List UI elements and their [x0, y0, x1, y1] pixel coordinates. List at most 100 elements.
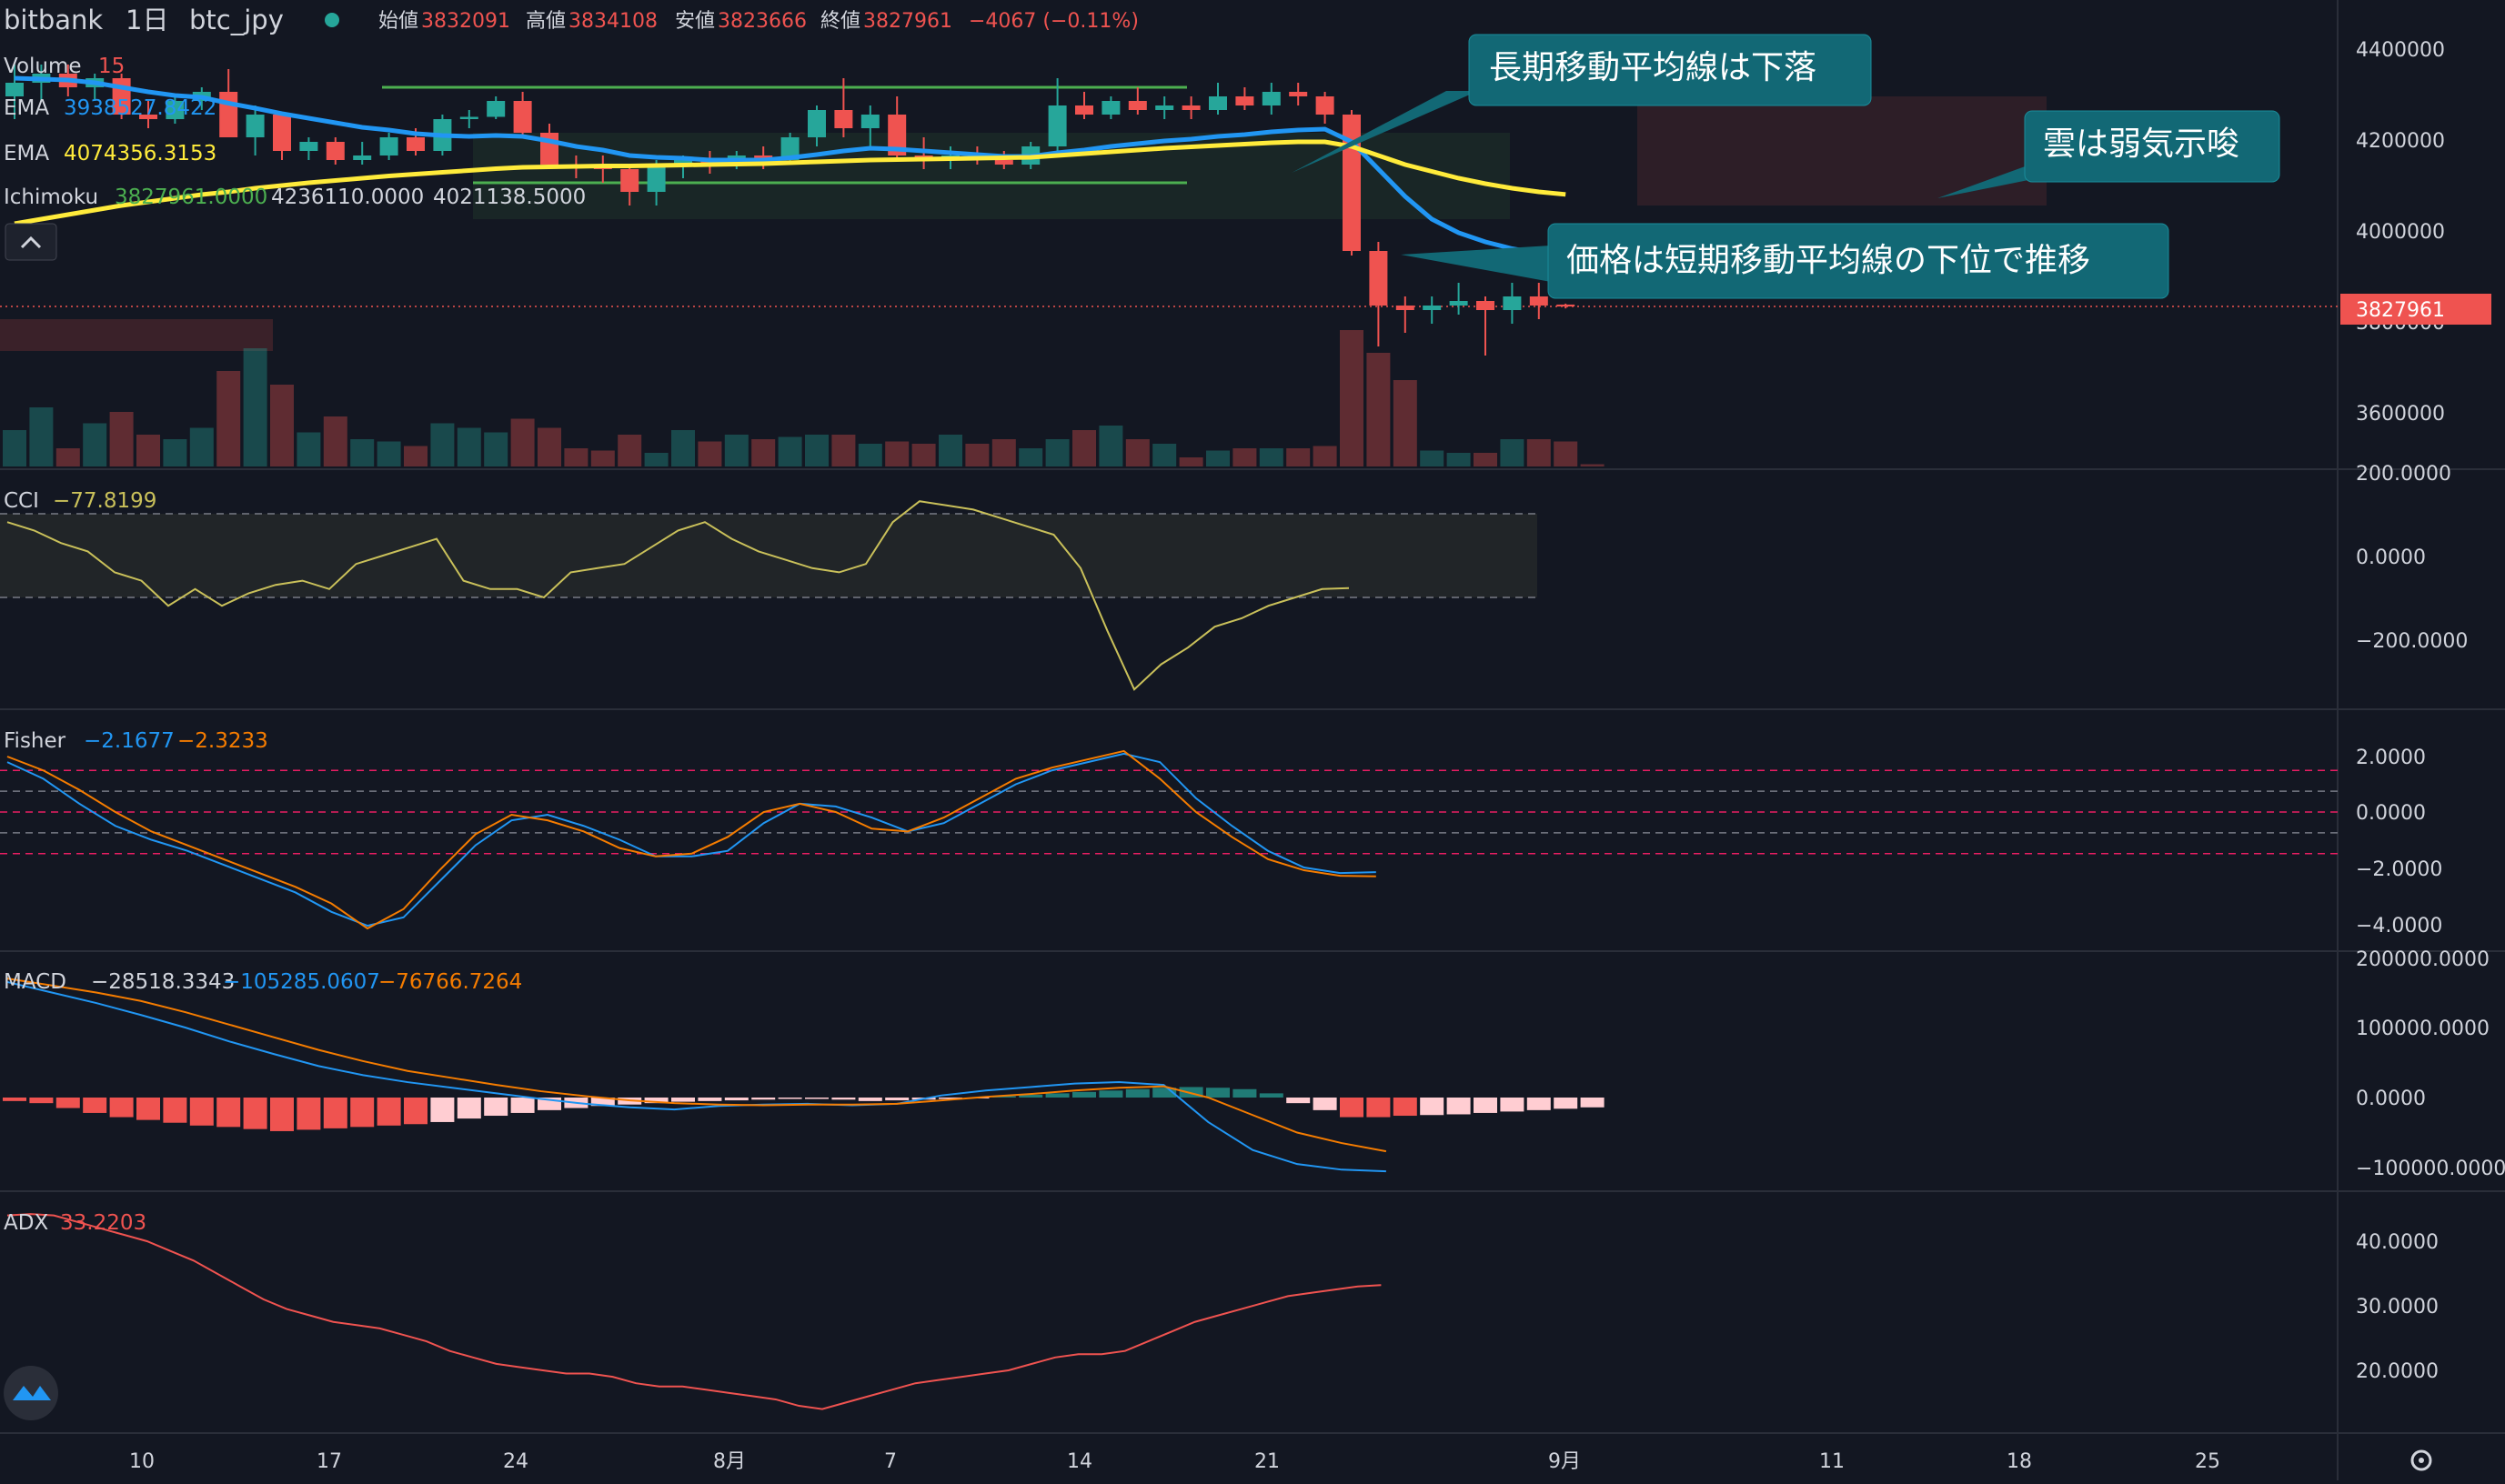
time-tick: 11: [1819, 1450, 1845, 1473]
callout-cloud: 雲は弱気示唆: [1937, 110, 2280, 198]
candle-body: [1449, 301, 1468, 306]
open-label: 始値: [378, 10, 418, 33]
adx-axis[interactable]: 40.0000 30.0000 20.0000: [2356, 1231, 2439, 1383]
candle-body: [407, 137, 425, 151]
candle-body: [540, 133, 558, 165]
macd-histogram-bar: [1206, 1088, 1230, 1098]
macd-legend-value-1: −28518.3343: [91, 970, 235, 994]
collapse-legend-button[interactable]: [5, 223, 57, 261]
volume-bar: [1259, 448, 1283, 466]
ichimoku-legend-label[interactable]: Ichimoku: [4, 186, 98, 209]
candle-body: [1343, 115, 1361, 251]
macd-legend-label[interactable]: MACD: [4, 970, 66, 994]
candle-body: [674, 160, 692, 165]
adx-legend-label[interactable]: ADX: [4, 1211, 48, 1235]
candle-body: [459, 116, 478, 119]
candle-body: [620, 169, 639, 192]
ichimoku-legend-value-2: 4236110.0000: [271, 186, 424, 209]
price-tick: 3600000: [2356, 403, 2445, 426]
ema-short-legend-label[interactable]: EMA: [4, 96, 49, 120]
cci-tick: 200.0000: [2356, 463, 2451, 486]
macd-tick: 200000.0000: [2356, 948, 2490, 971]
fisher-line: [6, 752, 1376, 928]
macd-histogram-bar: [1420, 1098, 1444, 1116]
cci-axis[interactable]: 200.0000 0.0000 −200.0000: [2356, 463, 2468, 653]
volume-bar: [1526, 439, 1551, 466]
macd-axis[interactable]: 200000.0000 100000.0000 0.0000 −100000.0…: [2356, 948, 2505, 1180]
candle-body: [1315, 96, 1334, 115]
volume-bar: [671, 430, 695, 466]
low-value: 3823666: [718, 10, 807, 33]
cci-tick: −200.0000: [2356, 630, 2468, 653]
volume-bar: [538, 427, 561, 466]
close-value: 3827961: [863, 10, 952, 33]
candle-body: [1048, 105, 1067, 146]
macd-histogram-bar: [1366, 1098, 1391, 1118]
timeframe[interactable]: 1日: [126, 5, 168, 35]
candle-body: [780, 137, 800, 160]
volume-bar: [564, 448, 589, 466]
volume-bar: [29, 407, 54, 466]
macd-histogram-bar: [805, 1098, 829, 1099]
fisher-tick: −4.0000: [2356, 915, 2442, 938]
macd-histogram-bar: [510, 1098, 535, 1113]
macd-line: [6, 980, 1386, 1173]
candle-body: [860, 115, 880, 128]
volume-bar: [751, 439, 776, 466]
volume-bar: [724, 435, 749, 466]
callout-long-ma-text: 長期移動平均線は下落: [1489, 49, 1816, 86]
volume-bar: [136, 435, 160, 466]
candle-body: [1128, 101, 1147, 110]
candle-body: [1262, 92, 1281, 105]
ema-long-legend-label[interactable]: EMA: [4, 142, 49, 165]
macd-histogram-bar: [991, 1096, 1016, 1098]
volume-bar: [1554, 441, 1578, 466]
macd-histogram-bar: [1152, 1088, 1177, 1098]
cci-legend-value: −77.8199: [53, 489, 156, 513]
volume-bar: [1580, 464, 1605, 466]
fisher-legend-label[interactable]: Fisher: [4, 729, 66, 753]
macd-tick: −100000.0000: [2356, 1158, 2505, 1180]
volume-bar: [1420, 450, 1444, 466]
price-axis[interactable]: 4400000 4200000 4000000 3800000 3600000 …: [2340, 39, 2491, 426]
volume-bar: [618, 435, 642, 466]
fisher-tick: 0.0000: [2356, 802, 2426, 825]
macd-histogram-bar: [1500, 1098, 1524, 1112]
ichimoku-legend-value-1: 3827961.0000: [115, 186, 267, 209]
volume-bar: [216, 371, 241, 466]
candle-body: [1182, 105, 1201, 110]
cci-legend-label[interactable]: CCI: [4, 489, 39, 513]
macd-histogram-bar: [1554, 1098, 1578, 1109]
volume-legend-label[interactable]: Volume: [4, 55, 82, 78]
volume-bar: [1232, 448, 1257, 466]
adx-tick: 30.0000: [2356, 1296, 2439, 1319]
symbol[interactable]: btc_jpy: [189, 5, 284, 35]
volume-bar: [644, 453, 669, 466]
macd-histogram-bar: [644, 1098, 669, 1104]
low-label: 安値: [675, 10, 715, 33]
fisher-axis[interactable]: 2.0000 0.0000 −2.0000 −4.0000: [2356, 747, 2442, 938]
time-axis[interactable]: 10 17 24 8月 7 14 21 9月 11 18 25: [129, 1449, 2432, 1473]
candle-body: [1075, 105, 1093, 115]
macd-histogram-bar: [323, 1098, 347, 1128]
candle-body: [1556, 304, 1575, 307]
volume-bar: [270, 385, 294, 466]
fisher-legend-value-1: −2.1677: [84, 729, 175, 753]
candle-body: [888, 115, 907, 155]
time-tick: 14: [1067, 1450, 1092, 1473]
macd-legend-value-2: −105285.0607: [223, 970, 380, 994]
macd-histogram-bar: [1340, 1098, 1363, 1118]
volume-legend-value: 15: [98, 55, 125, 78]
chevron-up-icon: [20, 236, 42, 249]
ema-short-line: [14, 75, 1566, 259]
settings-gear-icon[interactable]: [2410, 1449, 2432, 1471]
macd-histogram-bar: [1474, 1098, 1497, 1113]
macd-histogram-bar: [1125, 1088, 1150, 1098]
volume-bar: [1500, 439, 1524, 466]
time-tick: 17: [317, 1450, 342, 1473]
macd-histogram-bar: [297, 1098, 321, 1130]
callout-price-below-text: 価格は短期移動平均線の下位で推移: [1566, 242, 2090, 279]
exchange-name: bitbank: [4, 5, 103, 35]
ichimoku-cloud-bear: [1637, 96, 2047, 206]
